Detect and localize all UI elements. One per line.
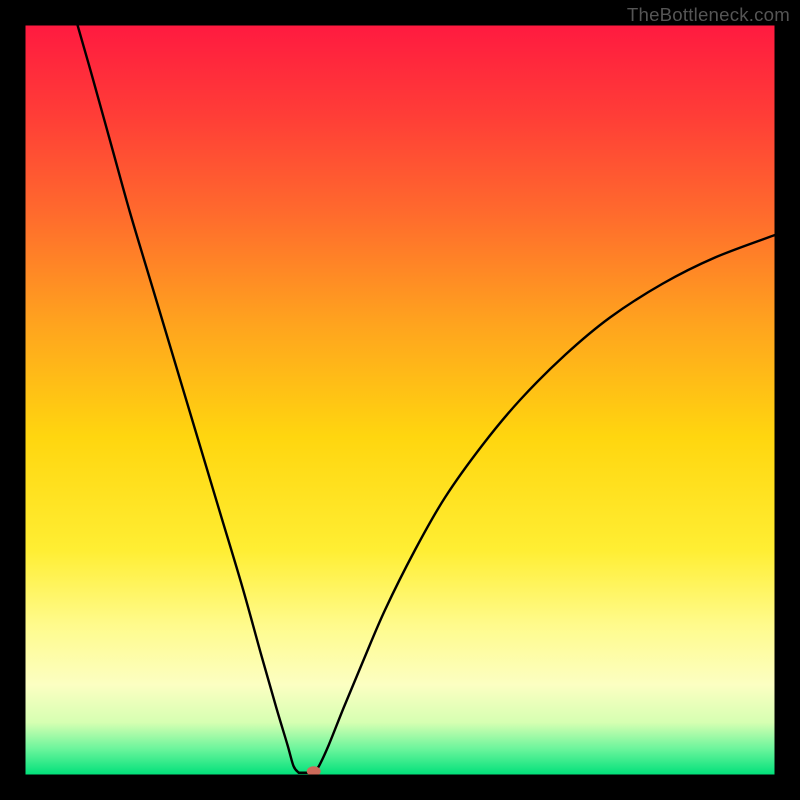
watermark-text: TheBottleneck.com (627, 4, 790, 26)
plot-background (25, 25, 775, 775)
plot-frame (25, 25, 775, 775)
plot-svg (25, 25, 775, 775)
